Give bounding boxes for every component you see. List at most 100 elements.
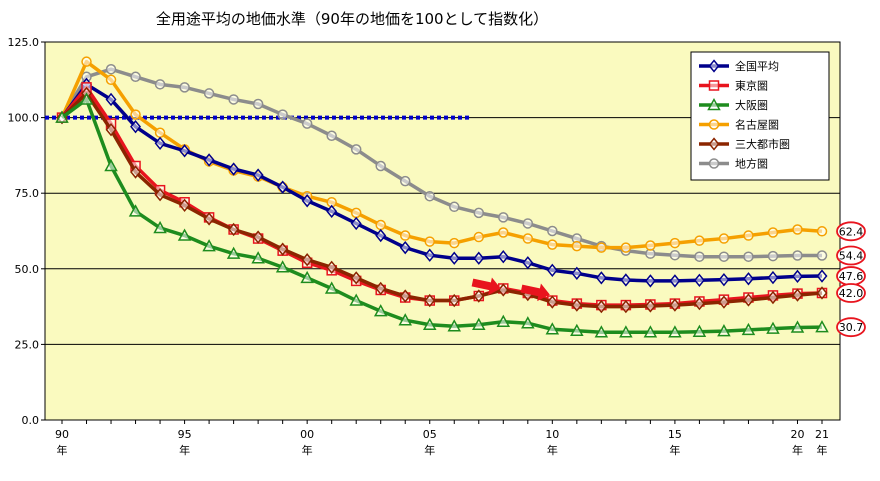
legend-label: 名古屋圏: [735, 118, 779, 132]
y-tick-label: 50.0: [15, 263, 40, 276]
data-point: [375, 228, 387, 243]
data-point: [669, 274, 681, 288]
data-point: [252, 98, 264, 110]
x-tick-unit: 年: [302, 443, 313, 457]
x-tick-unit: 年: [817, 443, 828, 457]
data-point: [545, 322, 560, 335]
legend-item: 全国平均: [699, 59, 779, 73]
x-tick-unit: 年: [792, 443, 803, 457]
data-point: [375, 281, 387, 296]
y-axis: 0.0 25.0 50.0 75.0 100.0 125.0: [8, 36, 45, 427]
data-point: [300, 270, 314, 284]
data-point: [203, 212, 215, 226]
legend-label: 大阪圏: [735, 98, 768, 112]
red-arrow: [520, 283, 550, 302]
legend-marker: [708, 59, 720, 73]
legend-marker: [708, 80, 720, 91]
data-point: [643, 325, 658, 338]
arrow-shape: [471, 277, 501, 296]
data-point: [717, 324, 731, 337]
data-point: [498, 212, 509, 223]
data-point: [767, 250, 779, 262]
x-tick-unit: 年: [424, 443, 435, 457]
data-point: [399, 230, 411, 241]
data-point: [105, 92, 117, 107]
data-point: [816, 286, 828, 300]
legend-marker: [708, 158, 720, 169]
data-point: [375, 160, 386, 172]
end-label: 42.0: [836, 283, 866, 303]
data-point: [130, 71, 141, 83]
end-label-value: 30.7: [839, 321, 864, 334]
y-tick-label: 125.0: [8, 36, 40, 49]
data-point: [130, 165, 142, 179]
data-point: [422, 317, 437, 330]
data-point: [79, 92, 94, 105]
data-point: [228, 162, 240, 176]
data-point: [277, 242, 289, 256]
data-point: [399, 175, 411, 187]
x-tick-unit: 年: [179, 443, 190, 457]
data-point: [669, 237, 681, 249]
data-point: [473, 251, 485, 265]
data-point: [203, 88, 215, 99]
chart-title: 全用途平均の地価水準（90年の地価を100として指数化）: [156, 10, 548, 28]
data-point: [399, 289, 411, 303]
data-point: [594, 325, 609, 338]
data-point: [349, 293, 363, 306]
legend-marker: [708, 119, 720, 130]
data-point: [547, 225, 558, 237]
data-point: [301, 194, 313, 208]
data-point: [473, 231, 485, 243]
data-point: [130, 109, 141, 120]
data-point: [546, 263, 558, 277]
data-point: [790, 320, 805, 333]
data-point: [815, 320, 829, 333]
data-point: [105, 123, 117, 137]
data-point: [521, 316, 535, 329]
data-point: [718, 273, 730, 287]
data-point: [55, 110, 69, 123]
series-大阪圏: [55, 92, 829, 338]
data-point: [252, 230, 264, 244]
data-point: [619, 325, 633, 338]
data-point: [767, 270, 779, 285]
data-point: [571, 266, 583, 281]
data-point: [718, 251, 730, 262]
arrow-shape: [520, 283, 550, 302]
data-point: [522, 256, 534, 270]
data-point: [718, 295, 730, 309]
data-point: [620, 242, 632, 253]
x-tick-label: 00: [300, 428, 314, 441]
end-label-circle: [836, 221, 866, 242]
data-point: [130, 119, 142, 134]
x-tick-label: 05: [423, 428, 437, 441]
data-point: [718, 233, 730, 244]
data-point: [767, 227, 779, 238]
data-point: [448, 293, 460, 308]
x-axis: 90 年 95 年 00 年 05 年 10 年 15 年 20 年 21 年: [55, 420, 829, 457]
data-point: [179, 82, 190, 93]
legend-marker: [708, 137, 720, 151]
data-point: [668, 325, 682, 338]
data-point: [595, 271, 607, 285]
data-point: [179, 144, 191, 158]
gridlines: [45, 117, 840, 345]
data-point: [620, 273, 632, 287]
data-point: [547, 239, 558, 250]
data-point: [694, 235, 705, 246]
end-label: 54.4: [836, 245, 866, 266]
data-point: [497, 250, 509, 264]
x-tick-label: 10: [545, 428, 559, 441]
data-point: [252, 168, 264, 182]
end-label: 62.4: [836, 221, 866, 242]
data-point: [571, 298, 583, 312]
data-point: [177, 228, 192, 241]
y-tick-label: 0.0: [22, 414, 40, 427]
legend-item: 三大都市圏: [699, 137, 790, 151]
data-point: [81, 56, 92, 67]
end-label-circle: [836, 283, 866, 303]
data-point: [154, 79, 166, 90]
legend-label: 三大都市圏: [735, 137, 790, 151]
data-point: [202, 239, 216, 252]
